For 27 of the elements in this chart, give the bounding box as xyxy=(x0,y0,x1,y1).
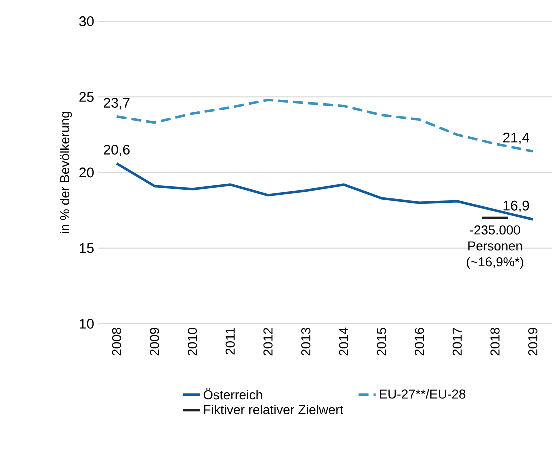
x-tick-label: 2010 xyxy=(188,328,198,356)
x-tick-label: 2009 xyxy=(150,328,160,356)
x-tick-label: 2015 xyxy=(377,328,386,356)
y-tick-label: 10 xyxy=(80,319,94,329)
legend-label: EU-27**/EU-28 xyxy=(380,389,466,399)
x-tick-label: 2014 xyxy=(339,328,349,356)
x-tick-label: 2011 xyxy=(226,328,235,355)
y-tick-label: 20 xyxy=(80,168,94,178)
y-tick-label: 30 xyxy=(80,16,94,26)
data-label: 21,4 xyxy=(503,132,530,144)
y-tick-label: 15 xyxy=(80,244,94,254)
legend-label: Fiktiver relativer Zielwert xyxy=(204,404,344,415)
x-tick-label: 2019 xyxy=(528,328,538,356)
y-tick-label: 25 xyxy=(80,92,94,102)
data-label: 16,9 xyxy=(504,200,530,212)
x-tick-label: 2018 xyxy=(490,328,500,356)
x-tick-label: 2013 xyxy=(302,328,311,356)
y-axis-title: in % der Bevölkerung xyxy=(60,112,72,234)
line-series xyxy=(116,162,534,221)
data-label: 23,7 xyxy=(104,98,130,110)
x-tick-label: 2017 xyxy=(452,328,462,356)
legend-label: Österreich xyxy=(204,388,262,400)
x-tick-label: 2008 xyxy=(112,328,122,356)
annotation: -235.000 Personen (~16,9%*) xyxy=(467,226,524,270)
x-tick-label: 2016 xyxy=(415,328,424,356)
data-label: 20,6 xyxy=(104,144,130,156)
x-tick-label: 2012 xyxy=(264,328,273,356)
